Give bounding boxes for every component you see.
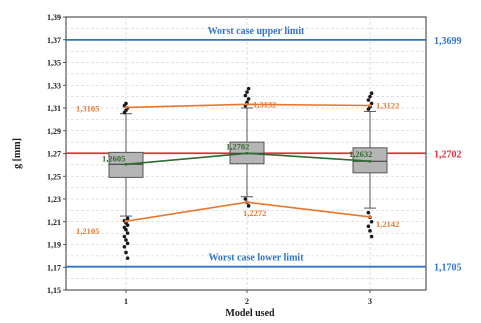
series-point <box>368 104 372 107</box>
y-axis-label: g [mm] <box>12 138 23 169</box>
series-point <box>124 106 128 109</box>
series-point <box>368 159 372 163</box>
outlier-point <box>246 204 251 208</box>
y-tick-label: 1,33 <box>47 81 61 90</box>
outlier-point <box>245 100 249 105</box>
outlier-point <box>125 256 130 260</box>
outlier-point <box>243 93 248 98</box>
x-tick-label: 3 <box>368 297 372 306</box>
outlier-point <box>125 216 130 221</box>
x-tick-label: 2 <box>245 297 249 306</box>
y-tick-label: 1,21 <box>47 218 61 227</box>
y-tick-label: 1,19 <box>47 241 61 250</box>
series-point <box>368 215 372 219</box>
data-label: 1,2605 <box>102 153 125 163</box>
data-label: 1,2105 <box>76 226 99 236</box>
data-label: 1,2142 <box>376 219 399 229</box>
y-tick-label: 1,29 <box>47 127 61 136</box>
y-tick-label: 1,35 <box>47 59 61 68</box>
reference-value-label: 1,2702 <box>434 149 462 160</box>
y-tick-label: 1,25 <box>47 172 61 181</box>
data-label: 1,3105 <box>76 103 99 113</box>
series-point <box>245 200 249 204</box>
outlier-point <box>369 234 374 239</box>
reference-annotation: Worst case lower limit <box>208 253 304 264</box>
series-point <box>124 162 128 166</box>
data-label: 1,3122 <box>376 100 399 110</box>
series-point <box>245 102 249 106</box>
y-tick-label: 1,39 <box>47 13 61 22</box>
series-point <box>245 151 249 155</box>
outlier-point <box>366 98 371 102</box>
y-tick-label: 1,37 <box>47 36 61 45</box>
outlier-point <box>125 223 130 227</box>
outlier-point <box>245 90 249 94</box>
outlier-point <box>125 241 130 246</box>
outlier-point <box>243 197 248 201</box>
data-label: 1,2702 <box>226 141 249 151</box>
x-tick-label: 1 <box>124 297 128 306</box>
outlier-point <box>125 231 130 235</box>
data-label: 1,2632 <box>349 149 372 159</box>
y-tick-label: 1,15 <box>47 286 61 295</box>
outlier-point <box>246 97 251 101</box>
outlier-point <box>369 219 374 224</box>
outlier-point <box>368 229 372 233</box>
outlier-point <box>124 227 128 232</box>
outlier-point <box>246 86 251 91</box>
outlier-point <box>368 94 372 99</box>
outlier-point <box>366 224 371 229</box>
outlier-point <box>369 91 374 96</box>
ticks: 1,15 1,17 1,19 1,21 1,23 1,25 1,27 1,29 1,31 1,33… <box>47 13 372 306</box>
reference-annotation: Worst case upper limit <box>208 26 305 37</box>
y-tick-label: 1,27 <box>47 150 61 159</box>
outlier-point <box>124 250 128 255</box>
x-axis-label: Model used <box>225 308 275 319</box>
series-lines <box>124 102 372 223</box>
series-point <box>124 219 128 223</box>
outlier-point <box>366 210 371 215</box>
y-tick-label: 1,17 <box>47 263 61 272</box>
outlier-point <box>124 101 128 106</box>
outlier-point <box>122 234 127 239</box>
reference-value-label: 1,1705 <box>434 263 462 274</box>
y-tick-label: 1,23 <box>47 195 61 204</box>
data-label: 1,3132 <box>253 99 276 109</box>
data-labels: 1,3105 1,3132 1,3122 1,2605 1,2702 1,2632 1,21… <box>76 99 399 236</box>
data-label: 1,2272 <box>243 208 266 218</box>
outlier-point <box>122 244 127 249</box>
reference-value-label: 1,3699 <box>434 36 462 47</box>
y-tick-label: 1,31 <box>47 104 61 113</box>
outlier-point <box>124 238 128 242</box>
